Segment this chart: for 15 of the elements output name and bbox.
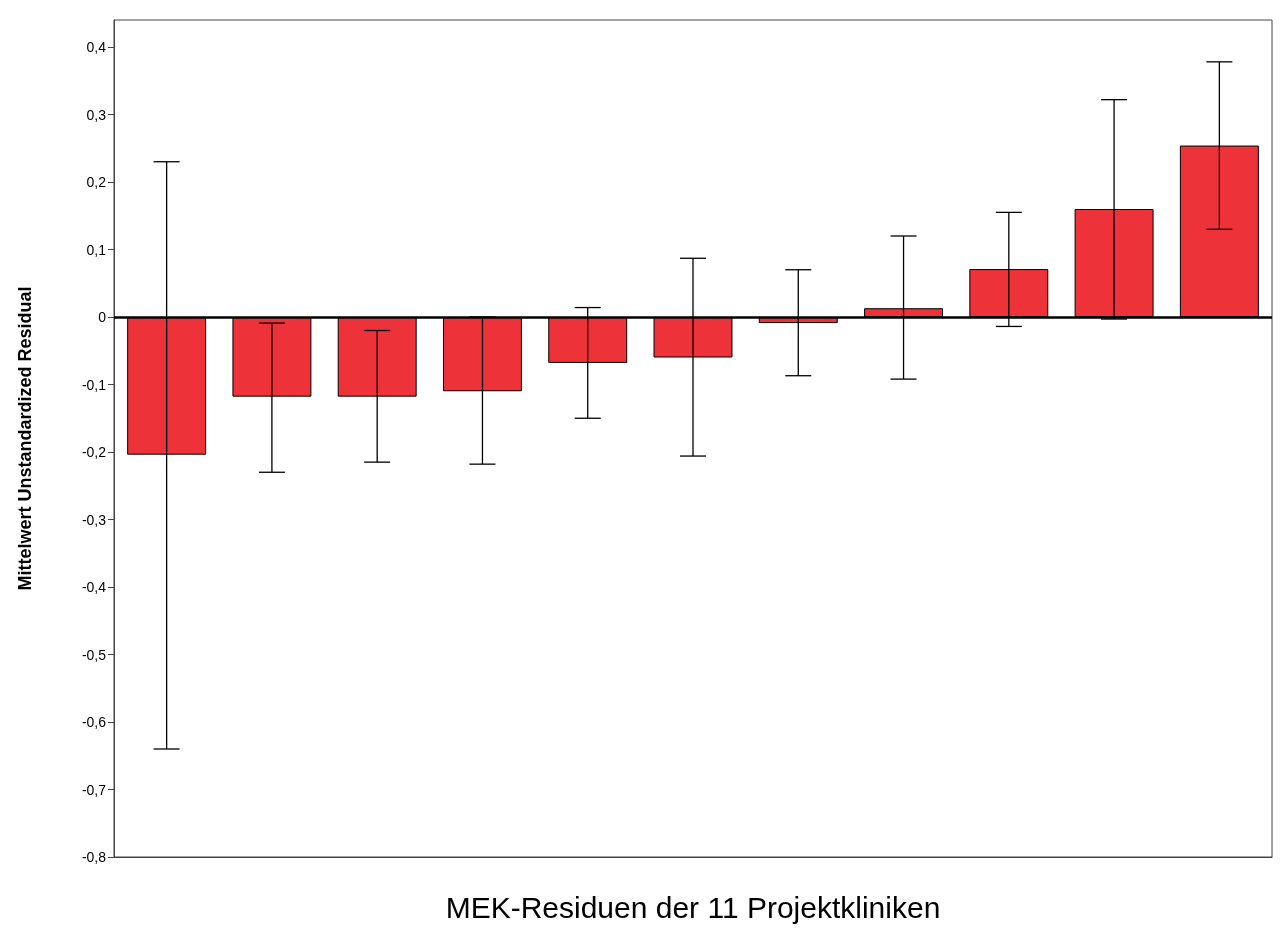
- y-tick-label: -0,8: [81, 849, 107, 865]
- y-axis-title: Mittelwert Unstandardized Residual: [15, 286, 35, 591]
- y-tick-label: 0,1: [86, 241, 107, 258]
- y-tick-label: -0,1: [81, 376, 107, 393]
- y-tick-label: -0,2: [81, 444, 107, 460]
- y-tick-label: 0,2: [86, 174, 107, 190]
- y-tick-label: 0,4: [86, 39, 107, 55]
- y-tick-label: -0,5: [81, 646, 107, 663]
- y-tick-label: -0,4: [81, 579, 107, 595]
- y-tick-label: -0,6: [81, 714, 107, 730]
- y-tick-label: -0,7: [81, 781, 107, 798]
- x-axis-title: MEK-Residuen der 11 Projektkliniken: [445, 890, 941, 924]
- y-tick-label: 0: [98, 309, 107, 325]
- y-tick-label: -0,3: [81, 511, 107, 528]
- y-tick-label: 0,3: [86, 106, 107, 123]
